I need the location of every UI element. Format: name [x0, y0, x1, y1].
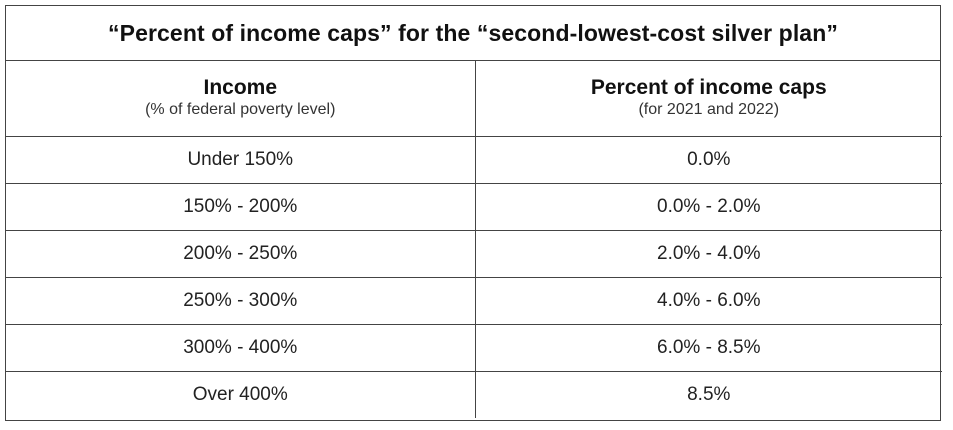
table-row: 200% - 250% 2.0% - 4.0% — [6, 230, 942, 278]
income-caps-table: Income (% of federal poverty level) Perc… — [6, 61, 942, 418]
income-cell: Under 150% — [6, 136, 476, 184]
caps-header-sublabel: (for 2021 and 2022) — [638, 101, 780, 119]
income-cell: 250% - 300% — [6, 277, 476, 325]
table-row: Over 400% 8.5% — [6, 371, 942, 418]
table-header-row: Income (% of federal poverty level) Perc… — [6, 61, 942, 137]
table-title: “Percent of income caps” for the “second… — [108, 19, 838, 46]
income-cell: 150% - 200% — [6, 183, 476, 231]
table-row: Under 150% 0.0% — [6, 136, 942, 184]
income-caps-table-frame: “Percent of income caps” for the “second… — [5, 5, 942, 421]
table-row: 300% - 400% 6.0% - 8.5% — [6, 324, 942, 372]
income-header-sublabel: (% of federal poverty level) — [145, 101, 336, 119]
caps-header-label: Percent of income caps — [590, 76, 827, 100]
cap-cell: 0.0% — [475, 136, 942, 184]
table-title-row: “Percent of income caps” for the “second… — [6, 6, 940, 61]
income-cell: Over 400% — [6, 371, 476, 418]
cap-cell: 6.0% - 8.5% — [475, 324, 942, 372]
income-cell: 300% - 400% — [6, 324, 476, 372]
cap-cell: 2.0% - 4.0% — [475, 230, 942, 278]
cap-cell: 0.0% - 2.0% — [475, 183, 942, 231]
table-row: 150% - 200% 0.0% - 2.0% — [6, 183, 942, 231]
table-row: 250% - 300% 4.0% - 6.0% — [6, 277, 942, 325]
cap-cell: 4.0% - 6.0% — [475, 277, 942, 325]
income-column-header: Income (% of federal poverty level) — [6, 61, 476, 137]
cap-cell: 8.5% — [687, 383, 731, 405]
caps-column-header: Percent of income caps (for 2021 and 202… — [475, 61, 942, 137]
income-header-label: Income — [203, 76, 278, 100]
income-cell: 200% - 250% — [6, 230, 476, 278]
